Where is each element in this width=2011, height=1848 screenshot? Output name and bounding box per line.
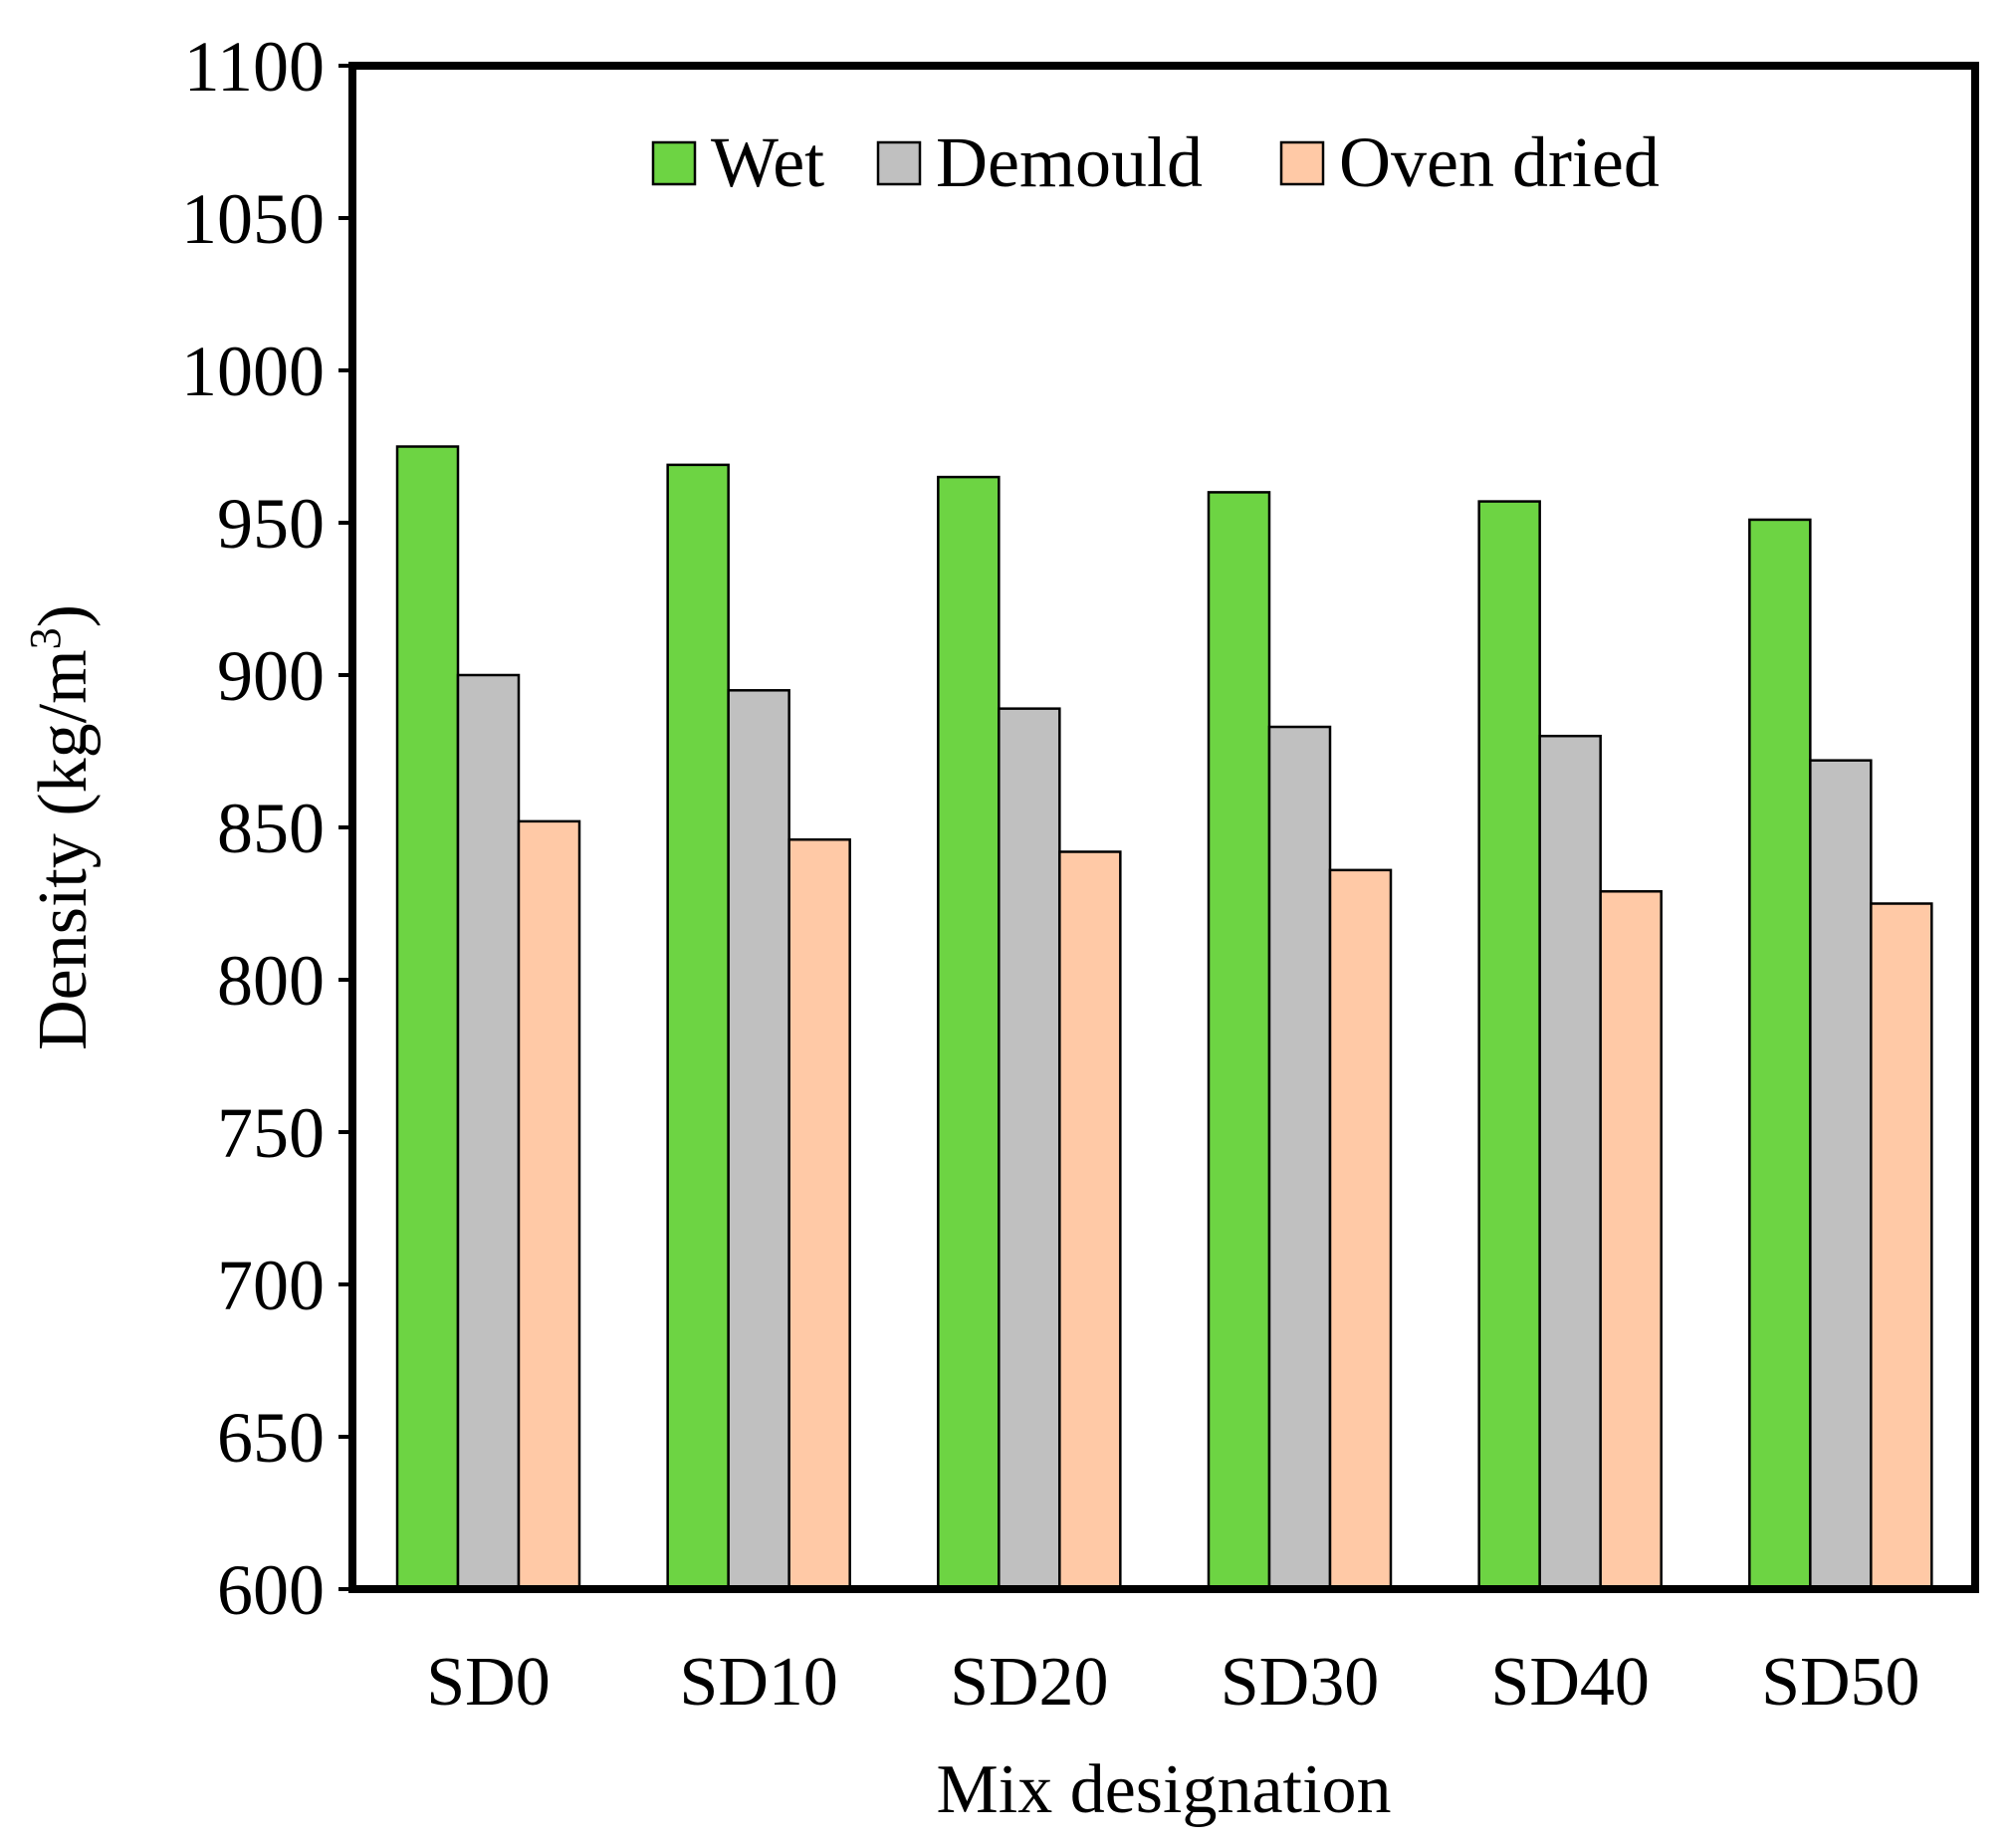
bar-oven-dried-sd20 (1058, 850, 1122, 1591)
bar-oven-dried-sd50 (1870, 902, 1933, 1591)
y-tick-label-1100: 1100 (184, 27, 325, 107)
legend-swatch-oven-dried (1279, 140, 1325, 186)
y-tick-label-1000: 1000 (181, 332, 325, 411)
bar-oven-dried-sd40 (1599, 890, 1663, 1591)
x-axis-title: Mix designation (937, 1751, 1392, 1828)
bar-demould-sd10 (727, 689, 790, 1591)
legend-label-oven-dried: Oven dried (1339, 122, 1660, 202)
bar-oven-dried-sd30 (1328, 868, 1393, 1591)
plot-frame (348, 62, 1979, 1593)
legend-swatch-demould (876, 140, 922, 186)
bar-oven-dried-sd10 (787, 837, 851, 1591)
y-axis-title-main: Density (kg/m (25, 649, 102, 1049)
bar-oven-dried-sd0 (517, 819, 581, 1591)
bar-group (395, 445, 1933, 1591)
y-tick-label-600: 600 (217, 1550, 325, 1630)
bar-demould-sd50 (1809, 759, 1873, 1591)
bar-demould-sd0 (456, 673, 521, 1591)
bar-wet-sd0 (395, 445, 460, 1591)
bar-wet-sd50 (1748, 518, 1812, 1591)
y-axis-title-close: ) (25, 604, 102, 627)
legend-swatch-wet (651, 140, 697, 186)
y-axis-title: Density (kg/m3) (21, 604, 102, 1050)
y-axis-title-superscript: 3 (21, 627, 70, 649)
x-category-label-sd50: SD50 (1761, 1644, 1919, 1721)
x-category-label-sd10: SD10 (679, 1644, 837, 1721)
y-axis-ticks: 600 650 700 750 800 850 900 950 1000 1050 1100 (181, 27, 352, 1630)
y-tick-label-750: 750 (217, 1093, 325, 1173)
bar-demould-sd20 (998, 707, 1061, 1591)
y-tick-label-650: 650 (217, 1398, 325, 1478)
bar-wet-sd10 (666, 463, 730, 1591)
legend: Wet Demould Oven dried (651, 122, 1660, 202)
y-tick-label-900: 900 (217, 636, 325, 716)
bar-demould-sd40 (1538, 734, 1602, 1591)
bar-wet-sd30 (1207, 491, 1271, 1591)
legend-label-demould: Demould (936, 122, 1203, 202)
y-tick-label-700: 700 (217, 1246, 325, 1325)
y-tick-label-850: 850 (217, 789, 325, 868)
x-axis-category-labels: SD0 SD10 SD20 SD30 SD40 SD50 (426, 1644, 1919, 1721)
legend-label-wet: Wet (711, 122, 824, 202)
bar-wet-sd40 (1477, 500, 1541, 1591)
x-category-label-sd0: SD0 (426, 1644, 550, 1721)
y-tick-label-1050: 1050 (181, 179, 325, 259)
bar-wet-sd20 (937, 475, 1001, 1591)
y-tick-label-950: 950 (217, 484, 325, 564)
x-category-label-sd40: SD40 (1490, 1644, 1649, 1721)
x-category-label-sd30: SD30 (1221, 1644, 1379, 1721)
y-tick-label-800: 800 (217, 941, 325, 1021)
x-category-label-sd20: SD20 (950, 1644, 1108, 1721)
bar-demould-sd30 (1267, 725, 1332, 1591)
